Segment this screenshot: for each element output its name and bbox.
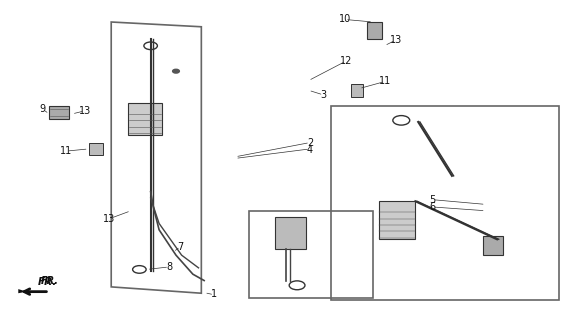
Text: 12: 12 <box>340 56 352 66</box>
Circle shape <box>173 69 179 73</box>
Text: 7: 7 <box>177 242 183 252</box>
Bar <box>89 142 103 155</box>
Text: 11: 11 <box>60 146 72 156</box>
Bar <box>367 22 381 39</box>
Bar <box>275 217 306 249</box>
Text: 1: 1 <box>211 289 217 299</box>
Bar <box>350 84 363 97</box>
Text: 4: 4 <box>307 145 313 155</box>
Bar <box>379 201 415 239</box>
Bar <box>483 236 503 255</box>
Text: 13: 13 <box>104 214 115 224</box>
Text: 3: 3 <box>320 90 327 100</box>
Text: 13: 13 <box>389 35 402 45</box>
Text: 13: 13 <box>79 106 91 116</box>
Text: 2: 2 <box>307 138 313 148</box>
Bar <box>128 103 162 135</box>
Text: FR.: FR. <box>38 277 57 287</box>
Text: 9: 9 <box>39 104 45 114</box>
Text: FR.: FR. <box>41 276 59 286</box>
Polygon shape <box>18 289 27 293</box>
Text: 10: 10 <box>339 14 351 24</box>
Polygon shape <box>49 106 69 119</box>
Text: 11: 11 <box>379 76 392 86</box>
Text: 5: 5 <box>429 195 435 205</box>
Text: 8: 8 <box>166 262 172 272</box>
Text: 6: 6 <box>429 202 435 212</box>
